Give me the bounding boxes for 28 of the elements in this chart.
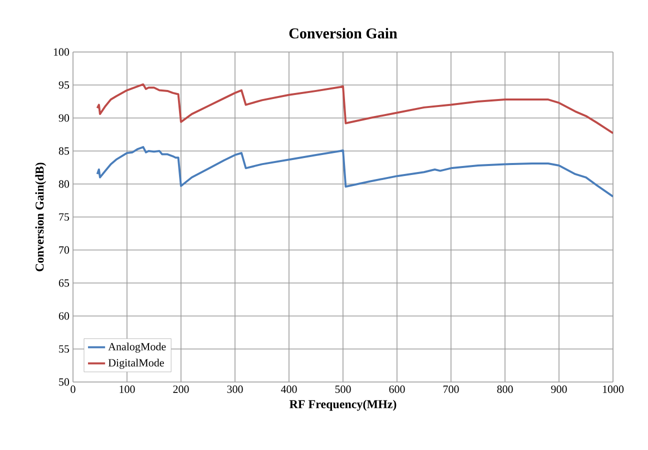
- y-tick-label: 90: [58, 114, 70, 122]
- x-tick-label: 800: [497, 386, 513, 393]
- x-tick-label: 700: [443, 386, 459, 393]
- x-tick-label: 1000: [602, 386, 624, 393]
- y-tick-label: 60: [58, 312, 70, 320]
- y-tick-label: 80: [58, 180, 70, 188]
- x-tick-label: 100: [120, 386, 135, 393]
- x-tick-label: 900: [551, 386, 567, 393]
- chart-title: Conversion Gain: [289, 28, 398, 38]
- y-tick-label: 100: [54, 48, 70, 56]
- y-tick-label: 50: [59, 378, 70, 386]
- line-series: [96, 146, 614, 198]
- y-tick-label: 70: [59, 246, 70, 254]
- x-tick-label: 600: [389, 386, 405, 393]
- y-tick-label: 75: [59, 213, 70, 221]
- legend-label: DigitalMode: [108, 358, 164, 369]
- x-tick-label: 500: [335, 386, 351, 393]
- x-axis-title: RF Frequency(MHz): [290, 400, 396, 411]
- x-tick-label: 200: [173, 386, 189, 393]
- legend-label: AnalogMode: [108, 342, 166, 353]
- x-tick-label: 400: [280, 386, 297, 393]
- y-tick-label: 85: [58, 147, 70, 155]
- y-tick-label: 95: [58, 81, 70, 89]
- y-axis-title: Conversion Gain(dB): [35, 162, 46, 272]
- y-tick-label: 65: [58, 279, 70, 287]
- y-tick-label: 55: [59, 345, 70, 353]
- x-tick-label: 0: [70, 386, 76, 393]
- x-tick-label: 300: [227, 386, 243, 393]
